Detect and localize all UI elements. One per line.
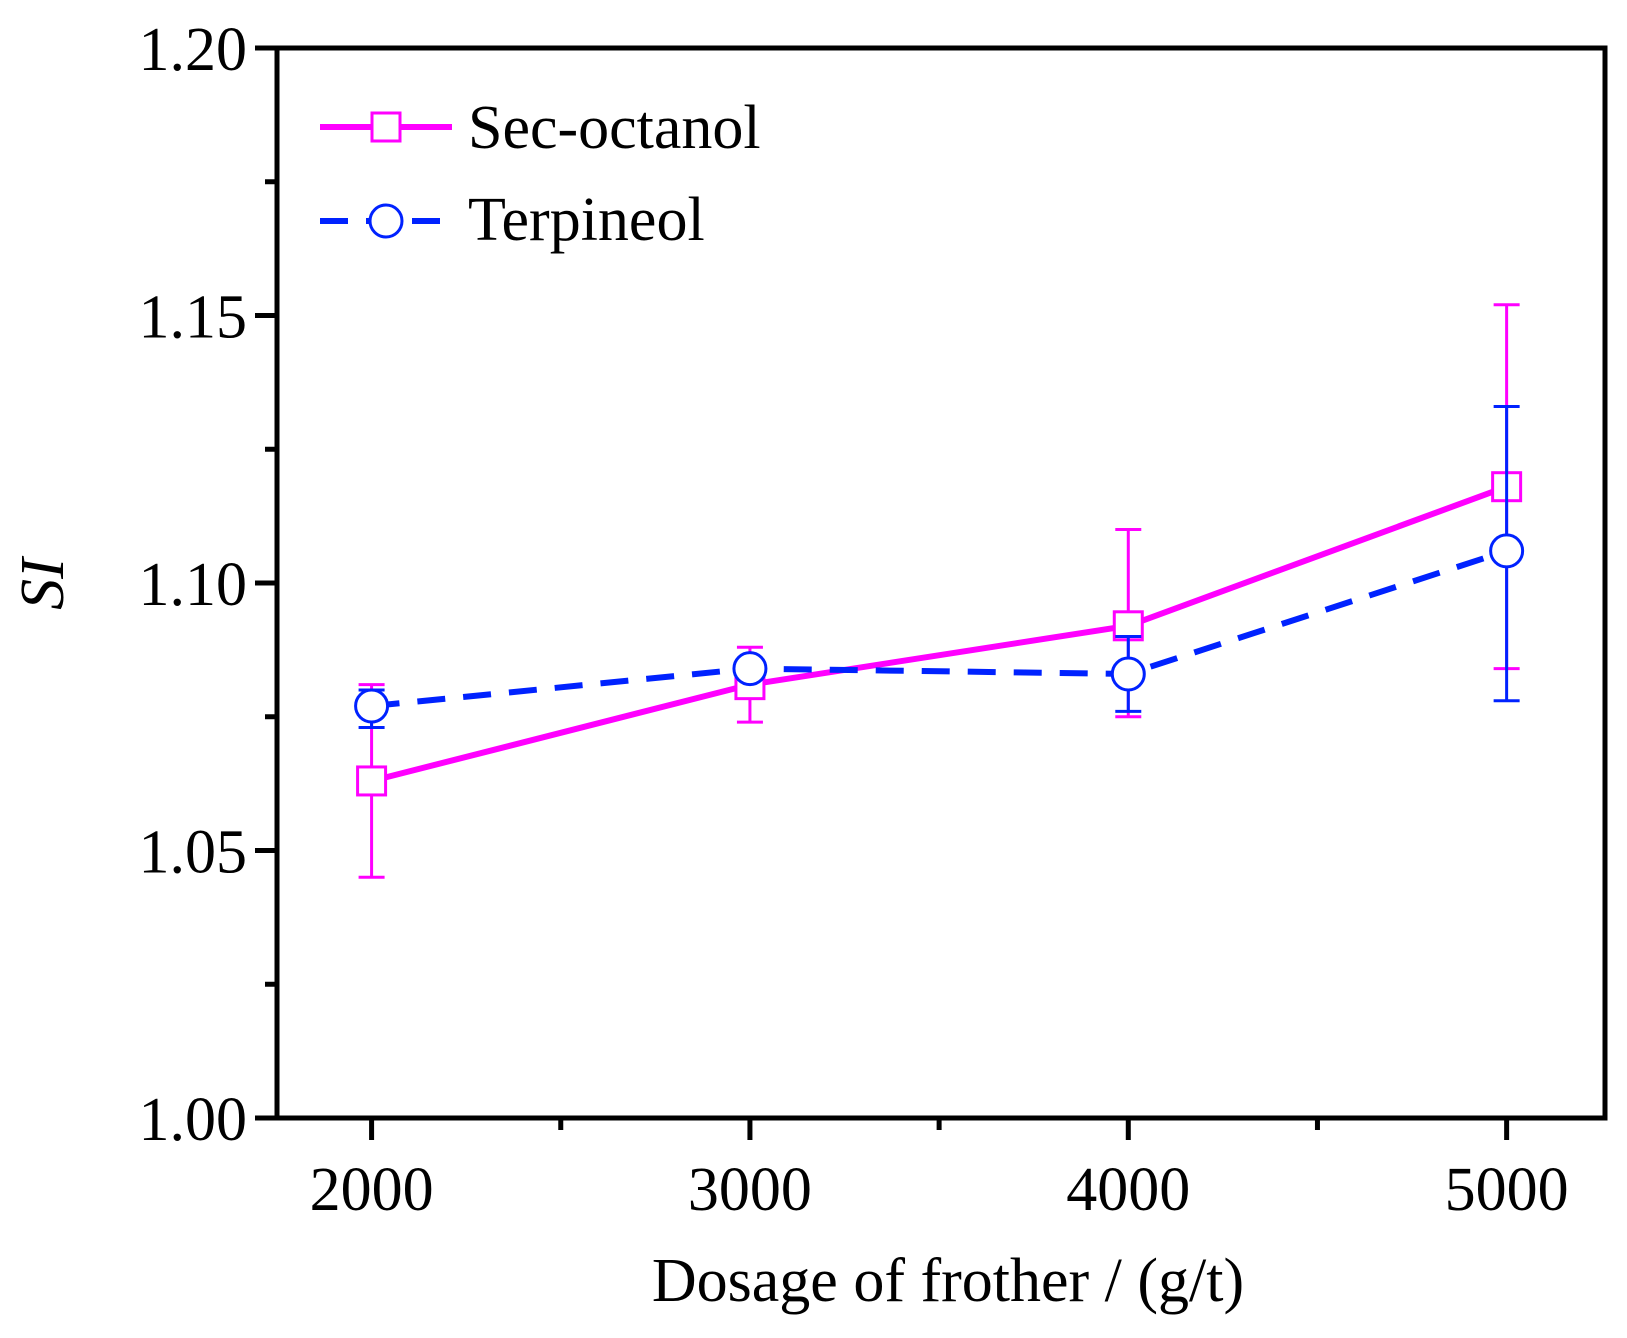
legend-terpineol-marker xyxy=(368,203,404,239)
x-tick-label-2000: 2000 xyxy=(310,1156,434,1224)
x-axis-title: Dosage of frother / (g/t) xyxy=(652,1247,1244,1315)
legend-sec-octanol-label: Sec-octanol xyxy=(468,94,761,162)
axes-layer: 1.00 1.05 1.10 1.15 1.20 2000 3000 4000 5000 xyxy=(139,16,1569,1224)
x-tick-label-5000: 5000 xyxy=(1445,1156,1569,1224)
data-point-sec-octanol xyxy=(356,765,388,797)
y-axis-title: SI xyxy=(9,555,77,610)
data-point-terpineol xyxy=(354,688,390,724)
y-tick-label-1.20: 1.20 xyxy=(139,16,248,84)
series-line-terpineol xyxy=(371,548,1508,710)
y-tick-label-1.10: 1.10 xyxy=(139,551,248,619)
y-tick-label-1.00: 1.00 xyxy=(139,1086,248,1154)
legend-terpineol-label: Terpineol xyxy=(468,186,705,254)
y-tick-label-1.05: 1.05 xyxy=(139,819,248,887)
data-point-terpineol xyxy=(1110,656,1146,692)
legend-sec-octanol-marker xyxy=(370,111,402,143)
x-tick-label-3000: 3000 xyxy=(688,1156,812,1224)
series-line-sec-octanol xyxy=(370,483,1508,784)
data-point-terpineol xyxy=(1489,533,1525,569)
data-point-terpineol xyxy=(732,651,768,687)
y-tick-label-1.15: 1.15 xyxy=(139,284,248,352)
series-layer xyxy=(354,303,1525,879)
legend: Sec-octanol Terpineol xyxy=(320,94,761,254)
x-tick-label-4000: 4000 xyxy=(1066,1156,1190,1224)
